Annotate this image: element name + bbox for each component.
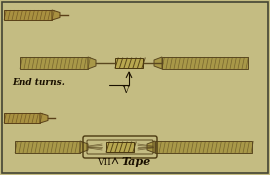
Bar (15, 141, 80, 153)
Bar (115, 58, 143, 68)
Text: VII: VII (97, 158, 111, 167)
Polygon shape (40, 113, 48, 123)
Polygon shape (154, 57, 162, 69)
Bar (162, 57, 248, 69)
Bar (106, 142, 134, 152)
Bar (155, 141, 252, 153)
Polygon shape (80, 141, 88, 153)
Bar (4, 10, 52, 20)
Polygon shape (52, 10, 60, 20)
Bar (20, 57, 88, 69)
Polygon shape (88, 57, 96, 69)
Text: End turns.: End turns. (12, 78, 65, 87)
Polygon shape (147, 141, 155, 153)
Bar (4, 113, 40, 123)
Text: V: V (122, 86, 129, 95)
Text: Tape: Tape (121, 156, 150, 167)
